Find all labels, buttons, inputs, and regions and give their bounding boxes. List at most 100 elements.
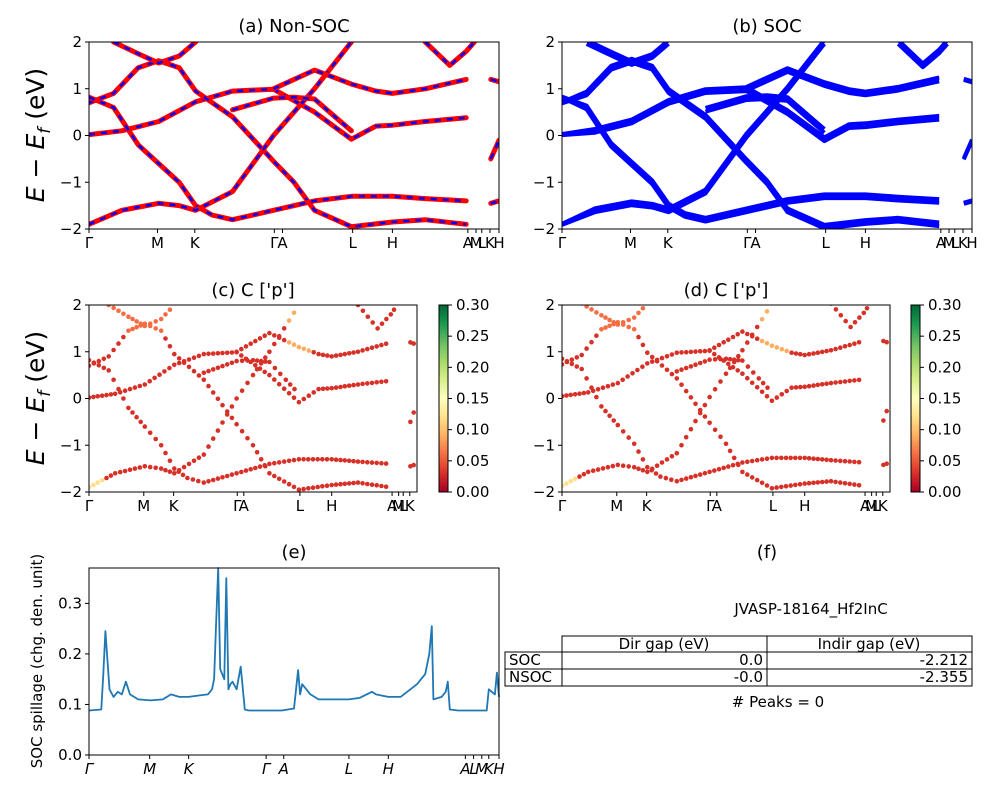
projected-dot (716, 466, 722, 472)
projected-dot (229, 472, 235, 477)
projected-dot (329, 457, 335, 462)
panel-a-yticks: −2 −1 0 1 2 (60, 33, 89, 238)
cbar-label: 0.20 (928, 358, 961, 376)
projected-dot (784, 348, 789, 354)
projected-dot (365, 314, 371, 320)
projected-dot (769, 455, 775, 461)
projected-dot (89, 485, 92, 490)
projected-dot (674, 376, 680, 381)
projected-dot (163, 336, 168, 341)
projected-dot (712, 351, 717, 357)
projected-dot (253, 363, 258, 368)
projected-dot (723, 356, 729, 362)
projected-dot (329, 354, 335, 359)
projected-dot (568, 392, 573, 398)
projected-dot (847, 459, 852, 464)
projected-dot (167, 458, 173, 464)
xtick-label: Γ (85, 760, 95, 778)
projected-dot (683, 365, 689, 371)
projected-dot (679, 350, 684, 355)
projected-dot (740, 329, 745, 334)
projected-dot (626, 435, 631, 440)
projected-dot (106, 368, 111, 373)
projected-dot (137, 465, 143, 470)
xtick-label: A (387, 497, 398, 515)
projected-dot (142, 382, 148, 387)
projected-dot (852, 378, 857, 383)
projected-dot (842, 379, 848, 384)
projected-dot (108, 473, 114, 478)
projected-dot (615, 380, 621, 386)
projected-dot (759, 457, 765, 462)
band-nonsoc-red (89, 94, 469, 223)
projected-dot (702, 348, 708, 354)
projected-dot (254, 358, 260, 363)
projected-dot (603, 408, 608, 414)
xtick-label: K (184, 760, 195, 778)
projected-dot (374, 460, 380, 466)
projected-dot (842, 458, 848, 464)
projected-dot (234, 421, 239, 427)
ytick-label: 1 (72, 343, 82, 361)
projected-dot (636, 449, 641, 454)
projected-dot (167, 469, 173, 475)
projected-dot (355, 349, 361, 355)
xtick-label: L (469, 760, 477, 778)
band-soc (745, 66, 940, 94)
projected-dot (764, 456, 770, 462)
projected-dot (779, 455, 784, 461)
projected-dot (272, 473, 277, 479)
gap-table-soc-indir: -2.212 (920, 651, 968, 669)
projected-dot (599, 404, 604, 409)
panel-a-bands (89, 42, 499, 229)
projected-dot (291, 342, 297, 348)
projected-dot (589, 339, 594, 345)
projected-dot (640, 364, 645, 370)
projected-dot (564, 393, 569, 398)
projected-dot (828, 457, 834, 463)
band-nonsoc-blue (232, 95, 353, 132)
projected-dot (379, 342, 384, 348)
projected-dot (718, 434, 723, 440)
projected-dot (250, 443, 256, 448)
projected-dot (688, 364, 694, 369)
projected-dot (649, 354, 655, 360)
cbar-label: 0.05 (456, 452, 489, 470)
xtick-label: M (143, 760, 156, 778)
projected-dot (234, 349, 239, 355)
projected-dot (126, 314, 131, 320)
projected-dot (702, 359, 708, 364)
panel-b-title: (b) SOC (732, 16, 801, 37)
projected-dot (658, 474, 663, 479)
projected-dot (815, 382, 821, 388)
projected-dot (220, 420, 225, 425)
panel-a-ylabel: E − Ef (eV) (21, 68, 55, 202)
projected-dot (718, 379, 723, 384)
projected-dot (572, 392, 578, 397)
projected-dot (824, 348, 829, 354)
projected-dot (163, 312, 168, 317)
ytick-label: 0.0 (58, 746, 82, 764)
projected-dot (89, 363, 92, 369)
projected-dot (147, 321, 153, 327)
projected-dot (754, 324, 760, 330)
projected-dot (640, 342, 646, 348)
projected-dot (584, 376, 589, 381)
projected-dot (383, 379, 389, 384)
xtick-label: H (966, 234, 977, 252)
cbar-label: 0.15 (928, 390, 961, 408)
projected-dot (626, 317, 631, 323)
xtick-label: A (239, 497, 250, 515)
projected-dot (153, 465, 158, 471)
projected-dot (745, 331, 750, 337)
projected-dot (201, 377, 207, 383)
projected-dot (759, 389, 765, 395)
projected-dot (721, 340, 726, 345)
projected-dot (355, 459, 361, 464)
band-soc (704, 97, 826, 135)
projected-dot (838, 345, 843, 351)
projected-dot (707, 420, 712, 426)
projected-dot (759, 338, 765, 344)
projected-dot (674, 350, 680, 356)
